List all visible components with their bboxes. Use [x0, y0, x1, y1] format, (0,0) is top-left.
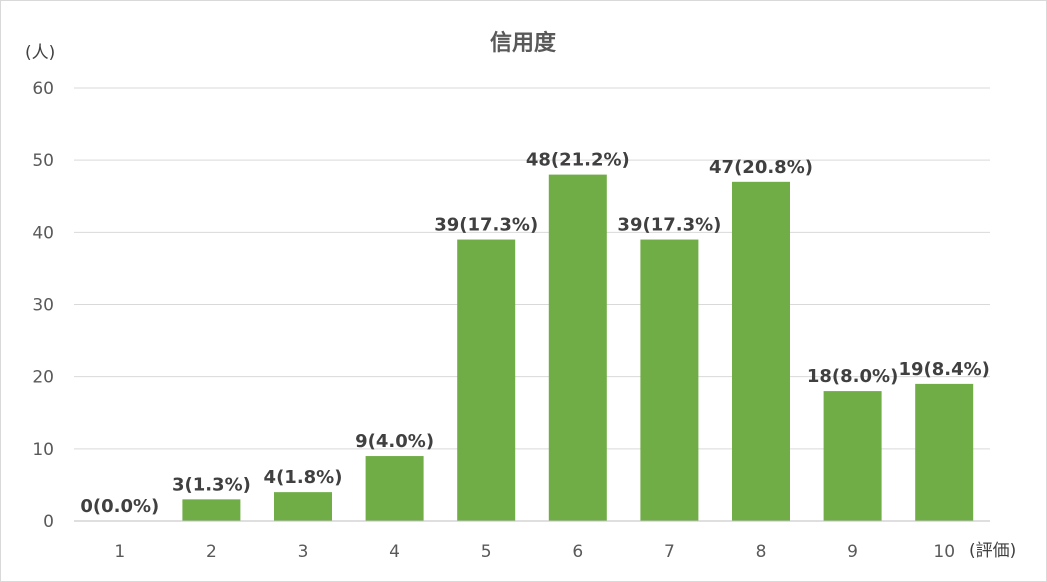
data-label-8: 47(20.8%) — [709, 157, 813, 178]
y-tick-label: 10 — [32, 440, 54, 460]
x-tick-label: 1 — [114, 542, 125, 562]
axes: 0 10 20 30 40 50 60 1 2 3 4 5 6 7 8 9 10 — [32, 79, 990, 562]
bar-6 — [548, 174, 607, 521]
bar-2 — [182, 499, 241, 521]
y-tick-label: 50 — [32, 151, 54, 171]
data-label-10: 19(8.4%) — [898, 359, 989, 380]
y-axis-unit-label: (人) — [25, 43, 55, 63]
bar-5 — [457, 239, 516, 522]
data-label-2: 3(1.3%) — [172, 474, 251, 495]
x-tick-label: 9 — [847, 542, 858, 562]
data-label-6: 48(21.2%) — [526, 150, 630, 171]
bar-8 — [732, 181, 790, 522]
data-label-1: 0(0.0%) — [80, 496, 159, 517]
data-label-4: 9(4.0%) — [355, 431, 434, 452]
x-tick-label: 5 — [481, 542, 492, 562]
bar-4 — [365, 456, 424, 521]
x-tick-label: 10 — [933, 542, 955, 562]
x-axis-unit-label: (評価) — [969, 541, 1016, 561]
bars — [182, 174, 974, 522]
data-labels: 0(0.0%) 3(1.3%) 4(1.8%) 9(4.0%) 39(17.3%) 48(… — [80, 150, 990, 517]
bar-7 — [640, 239, 699, 522]
x-tick-label: 2 — [206, 542, 217, 562]
y-tick-label: 40 — [32, 223, 54, 243]
bar-10 — [915, 383, 974, 521]
bar-3 — [274, 492, 332, 521]
y-tick-label: 20 — [32, 368, 54, 388]
y-tick-label: 60 — [32, 79, 54, 99]
x-tick-label: 8 — [756, 542, 767, 562]
y-tick-label: 0 — [43, 512, 54, 532]
x-tick-label: 6 — [572, 542, 583, 562]
x-tick-label: 7 — [664, 542, 675, 562]
data-label-3: 4(1.8%) — [264, 467, 343, 488]
data-label-7: 39(17.3%) — [617, 215, 721, 236]
bar-9 — [823, 391, 882, 521]
x-tick-label: 3 — [298, 542, 309, 562]
data-label-5: 39(17.3%) — [434, 215, 538, 236]
y-tick-label: 30 — [32, 296, 54, 316]
data-label-9: 18(8.0%) — [807, 366, 898, 387]
chart-title: 信用度 — [490, 30, 557, 56]
x-tick-label: 4 — [389, 542, 400, 562]
